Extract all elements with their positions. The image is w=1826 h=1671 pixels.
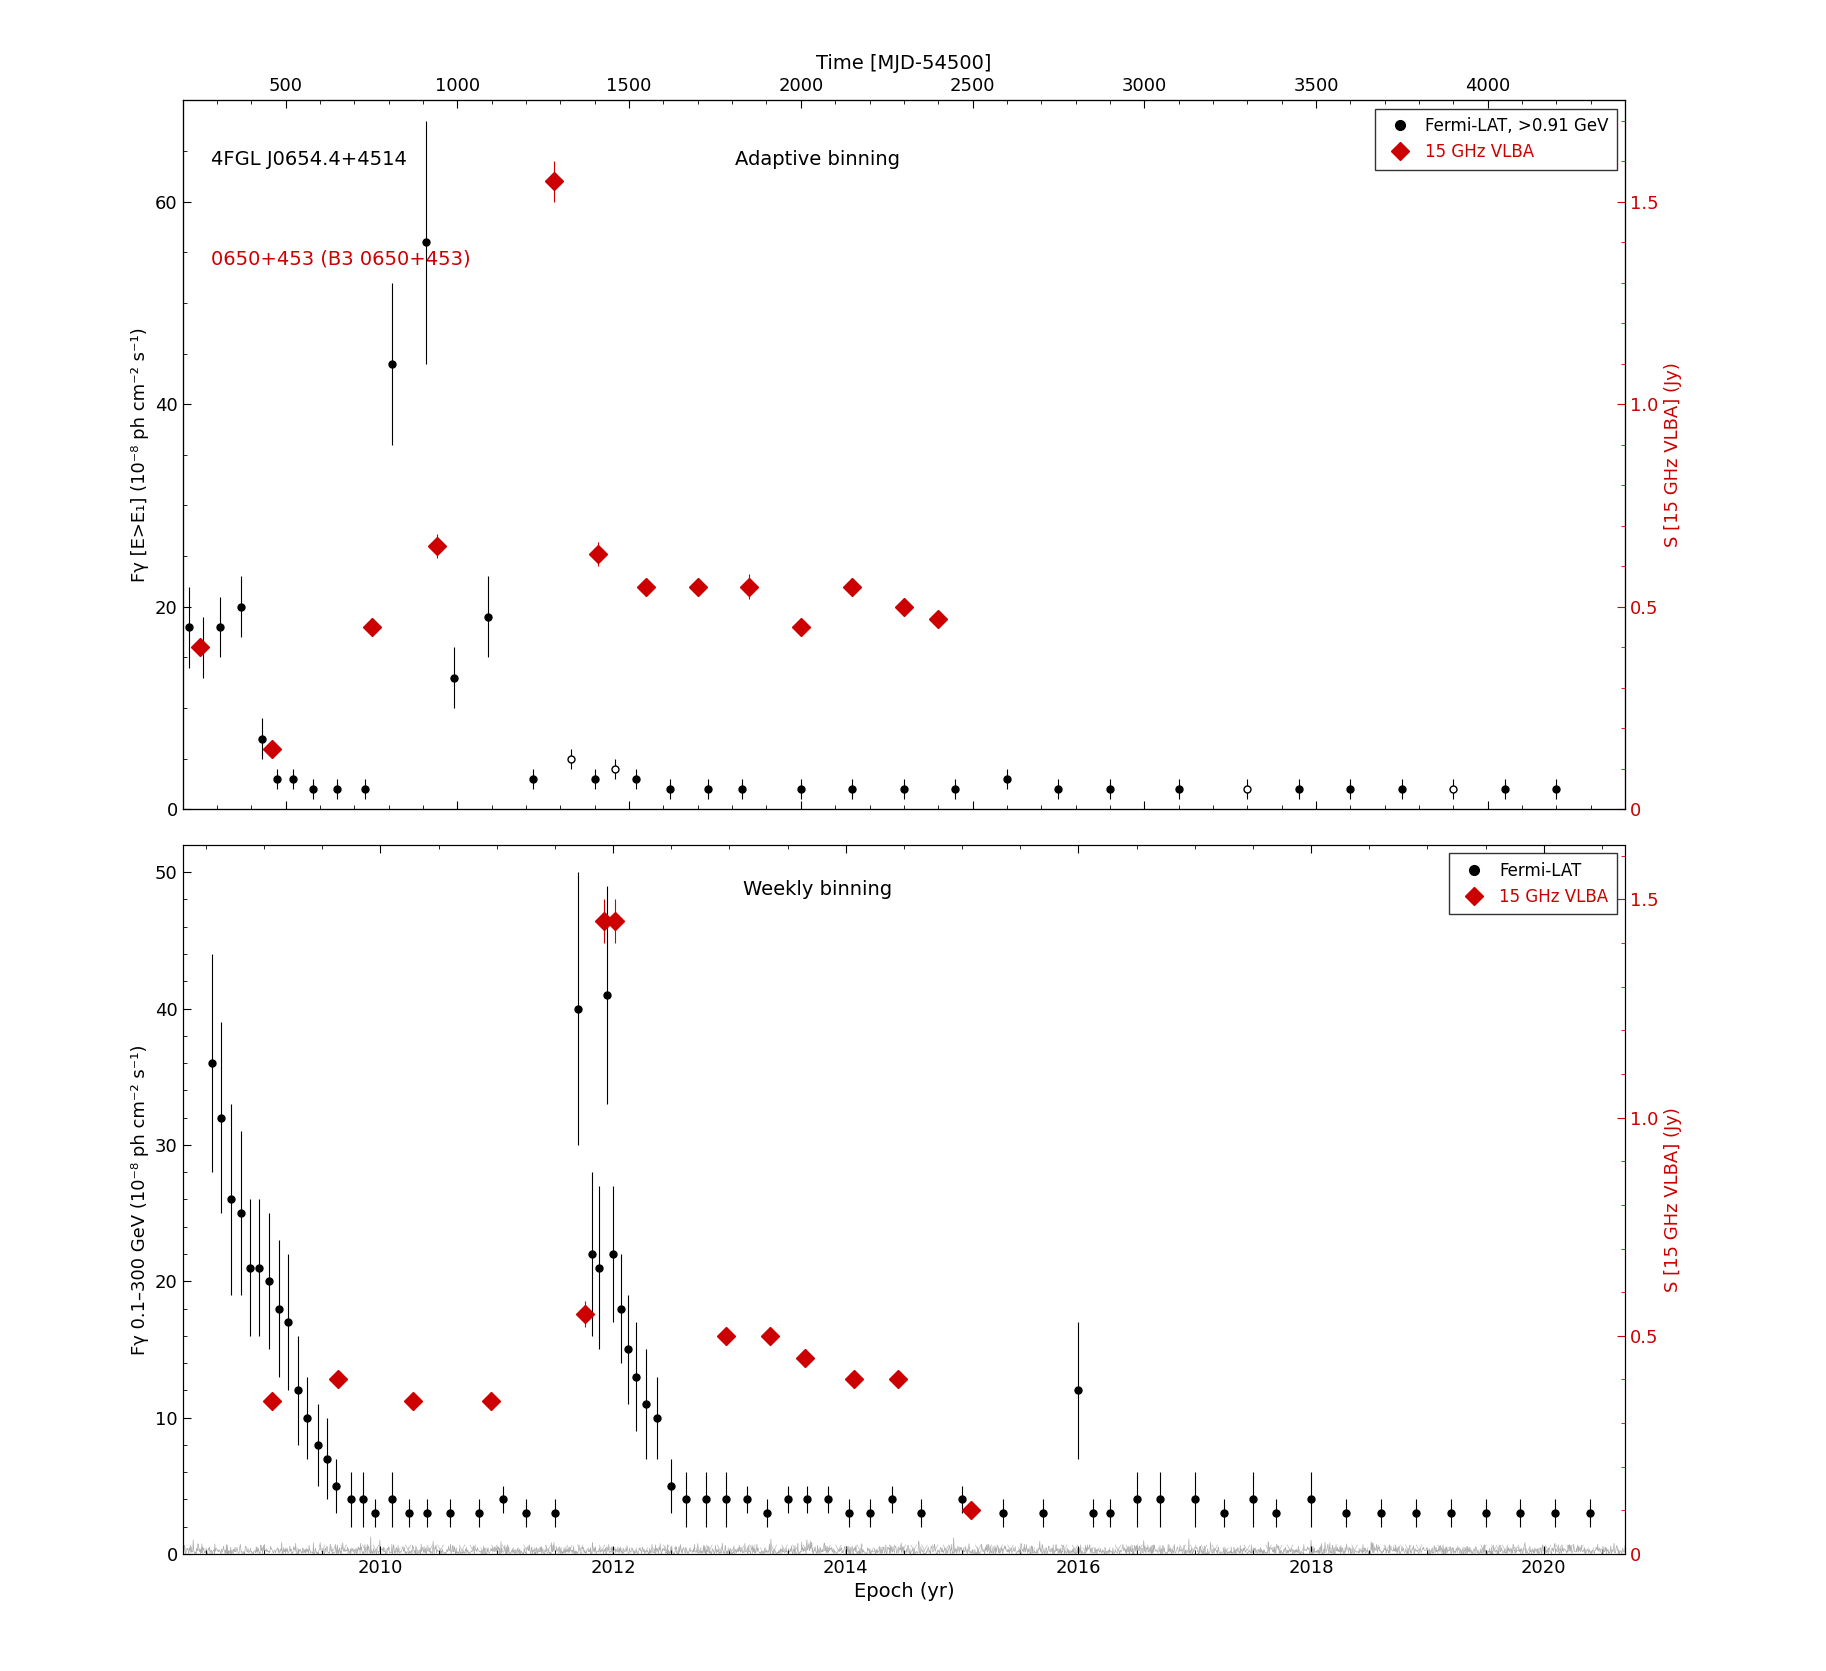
X-axis label: Epoch (yr): Epoch (yr)	[853, 1582, 955, 1601]
Text: Weekly binning: Weekly binning	[743, 881, 891, 899]
Y-axis label: S [15 GHz VLBA] (Jy): S [15 GHz VLBA] (Jy)	[1663, 363, 1682, 548]
Y-axis label: Fγ 0.1–300 GeV (10⁻⁸ ph cm⁻² s⁻¹): Fγ 0.1–300 GeV (10⁻⁸ ph cm⁻² s⁻¹)	[131, 1044, 150, 1355]
X-axis label: Time [MJD-54500]: Time [MJD-54500]	[816, 53, 992, 74]
Y-axis label: Fγ [E>E₁] (10⁻⁸ ph cm⁻² s⁻¹): Fγ [E>E₁] (10⁻⁸ ph cm⁻² s⁻¹)	[131, 328, 150, 582]
Legend: Fermi-LAT, 15 GHz VLBA: Fermi-LAT, 15 GHz VLBA	[1450, 854, 1616, 914]
Legend: Fermi-LAT, >0.91 GeV, 15 GHz VLBA: Fermi-LAT, >0.91 GeV, 15 GHz VLBA	[1375, 109, 1616, 169]
Text: Adaptive binning: Adaptive binning	[734, 150, 900, 169]
Y-axis label: S [15 GHz VLBA] (Jy): S [15 GHz VLBA] (Jy)	[1663, 1106, 1682, 1292]
Text: 4FGL J0654.4+4514: 4FGL J0654.4+4514	[212, 150, 407, 169]
Text: 0650+453 (B3 0650+453): 0650+453 (B3 0650+453)	[212, 249, 471, 267]
